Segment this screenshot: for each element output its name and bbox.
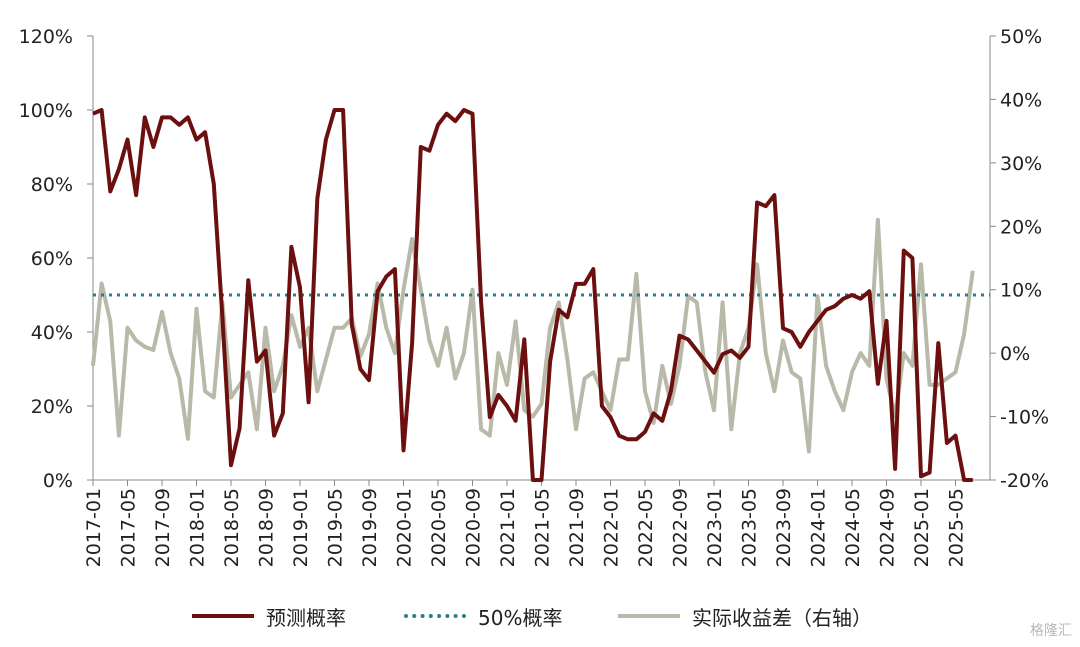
legend-swatch-spread [618,614,680,618]
chart-canvas: 0% 20% 40% 60% 80% 100% 120% -20% -10% 0% 10% 20% 3… [19,26,1049,567]
watermark-logo: 格隆汇 [1030,623,1072,639]
x-tick-label: 2021-01 [497,488,519,567]
x-tick-label: 2020-09 [463,488,485,567]
x-tick-label: 2017-01 [83,488,105,567]
legend-label-threshold: 50%概率 [478,605,563,630]
right-tick-label: 10% [1000,280,1042,302]
x-tick-label: 2022-09 [670,488,692,567]
right-y-axis: -20% -10% 0% 10% 20% 30% 40% 50% [990,26,1049,492]
x-tick-label: 2025-05 [946,488,968,567]
x-tick-label: 2019-05 [325,488,347,567]
right-tick-label: 0% [1000,343,1030,365]
legend-item-threshold: 50%概率 [404,598,562,634]
x-tick-label: 2021-09 [566,488,588,567]
legend-item-predicted: 预测概率 [192,598,346,634]
left-tick-label: 60% [31,248,73,270]
series-line-spread [91,217,975,454]
left-tick-label: 120% [19,26,73,48]
right-tick-label: 30% [1000,153,1042,175]
legend-label-predicted: 预测概率 [266,605,346,630]
x-tick-label: 2024-09 [877,488,899,567]
right-tick-label: -10% [1000,407,1049,429]
legend-swatch-predicted [192,614,254,618]
series-line-predicted [92,108,973,482]
left-tick-label: 0% [43,470,73,492]
left-tick-label: 20% [31,396,73,418]
legend: 预测概率 50%概率 实际收益差（右轴） [0,598,1080,634]
left-tick-label: 80% [31,174,73,196]
right-tick-label: 20% [1000,216,1042,238]
left-tick-label: 40% [31,322,73,344]
x-tick-label: 2021-05 [532,488,554,567]
x-tick-label: 2023-09 [773,488,795,567]
x-tick-label: 2025-01 [911,488,933,567]
legend-item-spread: 实际收益差（右轴） [618,598,872,634]
x-tick-label: 2017-05 [118,488,140,567]
x-tick-label: 2024-01 [808,488,830,567]
left-y-axis: 0% 20% 40% 60% 80% 100% 120% [19,26,93,492]
x-tick-label: 2018-09 [256,488,278,567]
legend-label-spread: 实际收益差（右轴） [692,605,872,630]
x-axis: 2017-01 2017-05 2017-09 2018-01 2018-05 2018-… [83,480,968,567]
right-tick-label: -20% [1000,470,1049,492]
x-tick-label: 2024-05 [842,488,864,567]
x-tick-label: 2019-09 [359,488,381,567]
x-tick-label: 2017-09 [152,488,174,567]
legend-swatch-threshold [404,614,466,618]
series-layer [91,108,990,482]
x-tick-label: 2020-01 [394,488,416,567]
x-tick-label: 2023-05 [739,488,761,567]
x-tick-label: 2018-01 [187,488,209,567]
x-tick-label: 2023-01 [704,488,726,567]
right-tick-label: 40% [1000,89,1042,111]
x-tick-label: 2022-01 [601,488,623,567]
left-tick-label: 100% [19,100,73,122]
x-tick-label: 2019-01 [290,488,312,567]
x-tick-label: 2020-05 [428,488,450,567]
right-tick-label: 50% [1000,26,1042,48]
x-tick-label: 2018-05 [221,488,243,567]
x-tick-label: 2022-05 [635,488,657,567]
